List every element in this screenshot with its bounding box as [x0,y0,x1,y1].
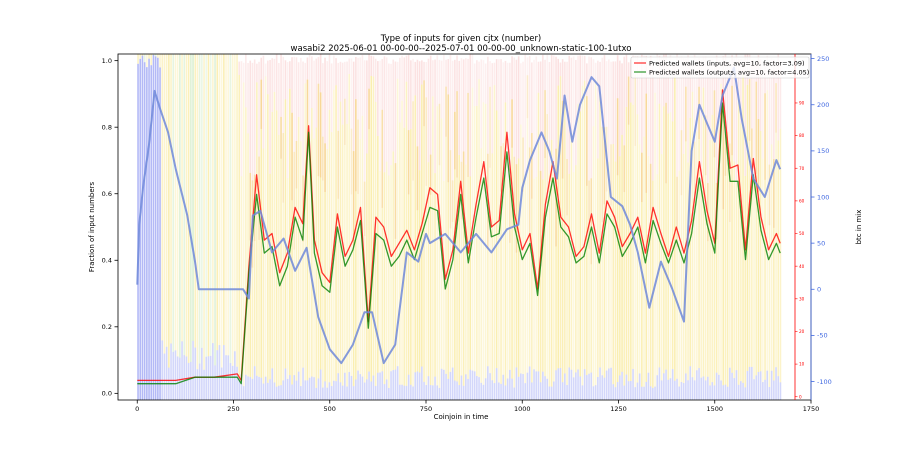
y-axis-right-red: 0 10 20 30 40 50 60 70 80 90 [794,54,805,400]
blue-tick-label-7: 250 [817,55,829,63]
red-tick-label-9: 90 [799,101,805,106]
blue-tick-label-5: 150 [817,147,829,155]
series-line-1 [137,102,781,385]
blue-tick-label-4: 100 [817,193,829,201]
red-tick-label-1: 10 [799,362,805,367]
y-tick-label-2: 0.4 [102,257,112,265]
y-tick-label-4: 0.8 [102,123,112,131]
x-tick-label-1: 250 [227,405,239,413]
x-axis-label: Coinjoin in time [434,413,489,421]
y-axis-left: 0.0 0.2 0.4 0.6 0.8 1.0 [102,57,118,398]
y-tick-label-5: 1.0 [102,57,112,65]
legend-box [630,56,810,79]
x-tick-label-3: 750 [420,405,432,413]
chart-title: Type of inputs for given cjtx (number) [380,34,542,44]
blue-tick-label-0: -100 [817,378,832,386]
blue-tick-label-1: -50 [817,332,828,340]
y-tick-label-0: 0.0 [102,390,112,398]
series-line-2 [136,66,782,365]
red-tick-label-0: 0 [799,394,802,399]
red-tick-label-4: 40 [799,264,805,269]
x-tick-label-7: 1750 [803,405,820,413]
red-tick-label-5: 50 [799,231,805,236]
x-tick-label-2: 500 [324,405,336,413]
y-tick-label-3: 0.6 [102,190,112,198]
red-tick-label-3: 30 [799,296,805,301]
x-tick-label-6: 1500 [706,405,723,413]
series-lines [136,66,782,385]
legend-label-outputs: Predicted wallets (outputs, avg=10, fact… [649,69,809,77]
blue-tick-label-2: 0 [817,286,821,294]
blue-tick-label-3: 50 [817,239,825,247]
x-tick-label-4: 1000 [514,405,531,413]
legend-label-inputs: Predicted wallets (inputs, avg=10, facto… [649,60,805,68]
red-tick-label-6: 60 [799,198,805,203]
blue-tick-label-6: 200 [817,101,829,109]
y-axis-label: Fraction of input numbers [88,181,96,272]
chart-subtitle: wasabi2 2025-06-01 00-00-00--2025-07-01 … [291,44,632,54]
x-tick-label-5: 1250 [610,405,627,413]
y-tick-label-1: 0.2 [102,323,112,331]
x-axis: 0 250 500 750 1000 1250 1500 1750 [135,400,819,413]
legend: Predicted wallets (inputs, avg=10, facto… [630,56,810,79]
x-tick-label-0: 0 [135,405,139,413]
red-tick-label-2: 20 [799,329,805,334]
red-tick-label-8: 80 [799,133,805,138]
red-tick-label-7: 70 [799,166,805,171]
series-line-0 [137,89,781,382]
background-bands [137,54,782,400]
y-axis-right-blue: -100 -50 0 50 100 150 200 250 [810,54,832,400]
y2-axis-label: btc in mix [855,210,863,245]
